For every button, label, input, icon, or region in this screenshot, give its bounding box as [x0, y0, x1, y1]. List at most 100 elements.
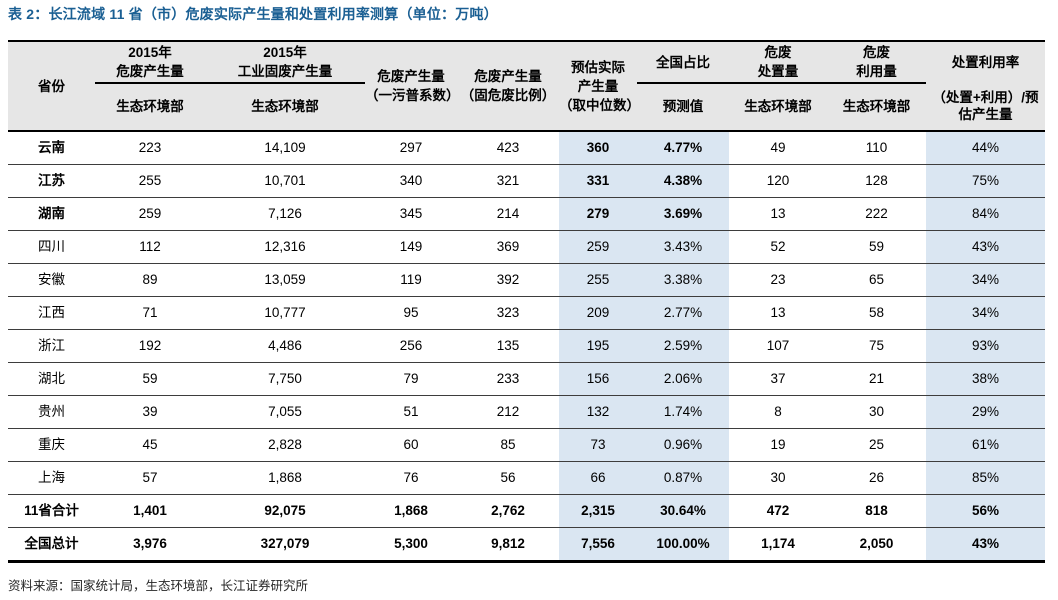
value-cell: 222 [827, 197, 926, 231]
value-cell: 369 [457, 230, 559, 264]
value-cell: 1.74% [637, 395, 729, 429]
value-cell: 2,762 [457, 494, 559, 528]
value-cell: 59 [827, 230, 926, 264]
value-cell: 1,174 [729, 527, 827, 562]
data-table: 省份 2015年 危废产生量 生态环境部 2015年 工业固废产生量 生态环境部 危废产生量（… [8, 40, 1045, 563]
value-cell: 212 [457, 395, 559, 429]
value-cell: 156 [559, 362, 637, 396]
table-row: 四川 112 12,316 149 369 259 3.43% 52 59 43% [8, 230, 1045, 264]
value-cell: 1,401 [95, 494, 205, 528]
table-row: 湖南 259 7,126 345 214 279 3.69% 13 222 84% [8, 197, 1045, 231]
value-cell: 818 [827, 494, 926, 528]
province-cell: 江苏 [8, 164, 95, 198]
value-cell: 59 [95, 362, 205, 396]
value-cell: 9,812 [457, 527, 559, 562]
table-header: 省份 2015年 危废产生量 生态环境部 2015年 工业固废产生量 生态环境部 危废产生量（… [8, 41, 1045, 132]
value-cell: 1,868 [205, 461, 365, 495]
table-row: 11省合计 1,401 92,075 1,868 2,762 2,315 30.64% 472… [8, 494, 1045, 528]
value-cell: 3.38% [637, 263, 729, 297]
province-cell: 安徽 [8, 263, 95, 297]
value-cell: 323 [457, 296, 559, 330]
table-row: 江苏 255 10,701 340 321 331 4.38% 120 128 75% [8, 164, 1045, 198]
value-cell: 56% [926, 494, 1045, 528]
value-cell: 192 [95, 329, 205, 363]
value-cell: 107 [729, 329, 827, 363]
value-cell: 44% [926, 130, 1045, 165]
table-row: 安徽 89 13,059 119 392 255 3.38% 23 65 34% [8, 263, 1045, 297]
value-cell: 2,315 [559, 494, 637, 528]
value-cell: 89 [95, 263, 205, 297]
col-header-disposal: 危废 处置量 生态环境部 [729, 41, 827, 132]
value-cell: 7,750 [205, 362, 365, 396]
col-header-estimated: 预估实际 产生量 （取中位数） [559, 41, 640, 132]
value-cell: 85 [457, 428, 559, 462]
value-cell: 110 [827, 130, 926, 165]
table-row: 上海 57 1,868 76 56 66 0.87% 30 26 85% [8, 461, 1045, 495]
province-cell: 浙江 [8, 329, 95, 363]
province-cell: 上海 [8, 461, 95, 495]
value-cell: 112 [95, 230, 205, 264]
table-row: 江西 71 10,777 95 323 209 2.77% 13 58 34% [8, 296, 1045, 330]
value-cell: 7,055 [205, 395, 365, 429]
value-cell: 3.69% [637, 197, 729, 231]
value-cell: 75 [827, 329, 926, 363]
value-cell: 345 [365, 197, 457, 231]
table-body: 云南 223 14,109 297 423 360 4.77% 49 110 44% 江苏 255 10… [8, 130, 1045, 562]
value-cell: 79 [365, 362, 457, 396]
header-group-line [637, 82, 926, 84]
value-cell: 214 [457, 197, 559, 231]
table-row: 重庆 45 2,828 60 85 73 0.96% 19 25 61% [8, 428, 1045, 462]
value-cell: 209 [559, 296, 637, 330]
value-cell: 75% [926, 164, 1045, 198]
value-cell: 256 [365, 329, 457, 363]
value-cell: 52 [729, 230, 827, 264]
value-cell: 279 [559, 197, 637, 231]
value-cell: 12,316 [205, 230, 365, 264]
value-cell: 71 [95, 296, 205, 330]
value-cell: 76 [365, 461, 457, 495]
value-cell: 60 [365, 428, 457, 462]
col-header-hw-ratio: 危废产生量 （固危废比例） [457, 41, 559, 132]
header-group-line [95, 82, 365, 84]
province-cell: 四川 [8, 230, 95, 264]
value-cell: 0.87% [637, 461, 729, 495]
value-cell: 4,486 [205, 329, 365, 363]
value-cell: 100.00% [637, 527, 729, 562]
value-cell: 423 [457, 130, 559, 165]
value-cell: 233 [457, 362, 559, 396]
value-cell: 13,059 [205, 263, 365, 297]
value-cell: 0.96% [637, 428, 729, 462]
value-cell: 259 [95, 197, 205, 231]
value-cell: 195 [559, 329, 637, 363]
value-cell: 14,109 [205, 130, 365, 165]
value-cell: 360 [559, 130, 637, 165]
value-cell: 149 [365, 230, 457, 264]
province-cell: 贵州 [8, 395, 95, 429]
value-cell: 327,079 [205, 527, 365, 562]
value-cell: 2,828 [205, 428, 365, 462]
col-header-province: 省份 [8, 41, 95, 132]
col-header-rate: 处置利用率 （处置+利用）/预估产生量 [926, 41, 1045, 132]
value-cell: 23 [729, 263, 827, 297]
value-cell: 61% [926, 428, 1045, 462]
value-cell: 51 [365, 395, 457, 429]
value-cell: 43% [926, 230, 1045, 264]
value-cell: 255 [559, 263, 637, 297]
value-cell: 132 [559, 395, 637, 429]
value-cell: 57 [95, 461, 205, 495]
value-cell: 8 [729, 395, 827, 429]
table-row: 贵州 39 7,055 51 212 132 1.74% 8 30 29% [8, 395, 1045, 429]
source-note: 资料来源：国家统计局，生态环境部，长江证券研究所 [8, 579, 309, 593]
value-cell: 321 [457, 164, 559, 198]
value-cell: 13 [729, 296, 827, 330]
value-cell: 120 [729, 164, 827, 198]
value-cell: 4.38% [637, 164, 729, 198]
value-cell: 26 [827, 461, 926, 495]
value-cell: 84% [926, 197, 1045, 231]
value-cell: 30 [729, 461, 827, 495]
value-cell: 95 [365, 296, 457, 330]
value-cell: 56 [457, 461, 559, 495]
province-cell: 江西 [8, 296, 95, 330]
value-cell: 4.77% [637, 130, 729, 165]
